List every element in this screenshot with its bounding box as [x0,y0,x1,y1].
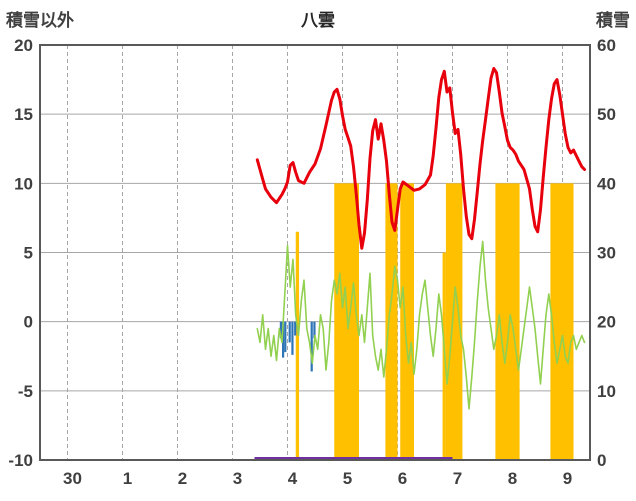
right-axis-tick-label: 0 [597,451,606,470]
orange-bars [334,183,359,461]
chart-title: 八雲 [301,11,335,30]
x-axis-tick-label: 1 [123,469,132,488]
red-line [255,67,586,250]
right-axis-tick-label: 10 [597,382,616,401]
blue-bars [310,321,313,372]
blue-bars [291,321,294,355]
orange-bars [385,183,398,461]
x-axis-tick-label: 6 [398,469,407,488]
left-axis-tick-label: 5 [24,244,33,263]
x-axis-tick-label: 2 [178,469,187,488]
blue-bars [294,321,297,336]
left-axis-tick-label: 20 [14,36,33,55]
x-axis-tick-label: 5 [343,469,352,488]
x-axis-tick-label: 3 [233,469,242,488]
right-axis-tick-label: 60 [597,36,616,55]
x-axis-tick-label: 8 [508,469,517,488]
right-axis-title: 積雪 [596,11,630,30]
x-axis-tick-label: 30 [63,469,82,488]
left-axis-title: 積雪以外 [6,11,74,30]
orange-bars [295,231,300,460]
left-axis-tick-label: -10 [8,451,33,470]
right-axis-tick-label: 20 [597,313,616,332]
green-line [256,240,586,410]
blue-bars [288,321,291,343]
right-axis-tick-label: 30 [597,244,616,263]
orange-bars [550,183,574,461]
x-axis-tick-label: 4 [288,469,298,488]
x-axis-tick-label: 9 [563,469,572,488]
blue-bars [282,321,285,358]
left-axis-tick-label: -5 [18,382,33,401]
left-axis-tick-label: 0 [24,313,33,332]
orange-bars [400,183,414,461]
plot-border [39,44,591,461]
blue-bars [284,321,287,353]
blue-bars [313,321,316,339]
blue-bars [279,321,282,339]
left-axis-tick-label: 10 [14,174,33,193]
x-axis-tick-label: 7 [453,469,462,488]
right-axis-tick-label: 40 [597,174,616,193]
left-axis-tick-label: 15 [14,105,33,124]
orange-bars [445,183,463,461]
right-axis-tick-label: 50 [597,105,616,124]
